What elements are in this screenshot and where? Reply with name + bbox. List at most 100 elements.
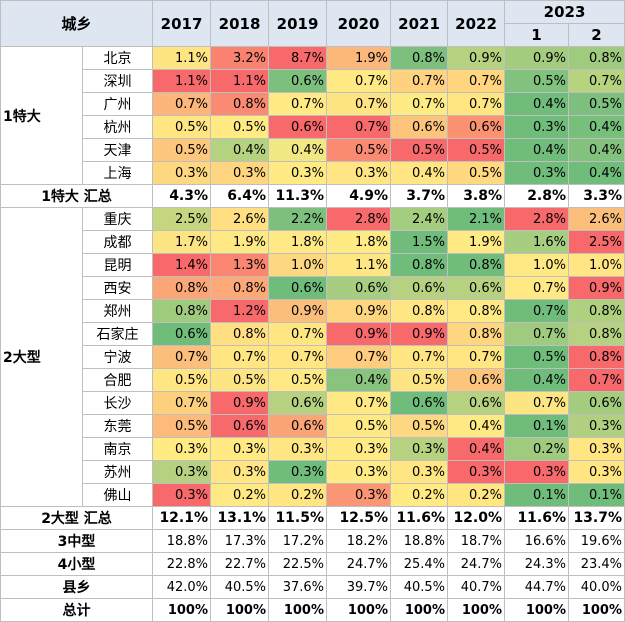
header-year: 2021 bbox=[390, 0, 449, 47]
table-row: 佛山 0.3% 0.2% 0.2% 0.3% 0.2% 0.2% 0.1% 0.1% bbox=[1, 483, 625, 507]
total-label: 总计 bbox=[0, 598, 154, 622]
tier-value: 42.0% bbox=[152, 575, 212, 599]
table-row: 长沙 0.7% 0.9% 0.6% 0.7% 0.6% 0.6% 0.7% 0.6% bbox=[1, 391, 625, 415]
tier-value: 18.7% bbox=[447, 529, 506, 553]
share-value: 0.7% bbox=[210, 345, 270, 369]
share-value: 0.6% bbox=[447, 368, 506, 392]
subtotal-value: 11.5% bbox=[268, 506, 328, 530]
share-value: 0.5% bbox=[210, 368, 270, 392]
share-value: 0.8% bbox=[210, 276, 270, 300]
share-value: 0.9% bbox=[504, 46, 570, 70]
share-value: 2.6% bbox=[210, 207, 270, 231]
table-row: 东莞 0.5% 0.6% 0.6% 0.5% 0.5% 0.4% 0.1% 0.3% bbox=[1, 414, 625, 438]
share-value: 0.2% bbox=[504, 437, 570, 461]
share-value: 0.3% bbox=[268, 437, 328, 461]
table-row: 宁波 0.7% 0.7% 0.7% 0.7% 0.7% 0.7% 0.5% 0.8% bbox=[1, 345, 625, 369]
header-year: 2019 bbox=[268, 0, 328, 47]
tier-value: 18.2% bbox=[326, 529, 392, 553]
share-value: 0.6% bbox=[152, 322, 212, 346]
tier-value: 23.4% bbox=[568, 552, 625, 576]
share-value: 0.4% bbox=[504, 92, 570, 116]
subtotal-row: 2大型 汇总 12.1% 13.1% 11.5% 12.5% 11.6% 12.0% 11.6… bbox=[0, 506, 625, 530]
city-name: 合肥 bbox=[81, 368, 154, 392]
header-month: 1 bbox=[504, 23, 570, 47]
city-name: 重庆 bbox=[81, 207, 154, 231]
share-value: 1.0% bbox=[268, 253, 328, 277]
city-name: 深圳 bbox=[81, 69, 154, 93]
subtotal-value: 11.3% bbox=[268, 184, 328, 208]
tier-value: 18.8% bbox=[152, 529, 212, 553]
city-name: 郑州 bbox=[81, 299, 154, 323]
city-name: 西安 bbox=[81, 276, 154, 300]
table-row: 苏州 0.3% 0.3% 0.3% 0.3% 0.3% 0.3% 0.3% 0.3% bbox=[1, 460, 625, 484]
share-value: 0.6% bbox=[268, 414, 328, 438]
share-value: 0.3% bbox=[326, 483, 392, 507]
share-value: 2.8% bbox=[504, 207, 570, 231]
table-row: 2大型 重庆 2.5% 2.6% 2.2% 2.8% 2.4% 2.1% 2.8% 2.6% bbox=[0, 207, 625, 507]
share-value: 0.6% bbox=[390, 115, 449, 139]
table-row: 石家庄 0.6% 0.8% 0.7% 0.9% 0.9% 0.8% 0.7% 0.8% bbox=[1, 322, 625, 346]
header-year: 2020 bbox=[326, 0, 392, 47]
share-value: 1.2% bbox=[210, 299, 270, 323]
city-name: 宁波 bbox=[81, 345, 154, 369]
share-value: 0.9% bbox=[326, 322, 392, 346]
tier-value: 18.8% bbox=[390, 529, 449, 553]
tier-value: 40.0% bbox=[568, 575, 625, 599]
share-value: 0.7% bbox=[152, 345, 212, 369]
share-value: 0.5% bbox=[447, 138, 506, 162]
share-value: 1.9% bbox=[210, 230, 270, 254]
tier-label: 县乡 bbox=[0, 575, 154, 599]
tier-value: 16.6% bbox=[504, 529, 570, 553]
share-value: 1.9% bbox=[447, 230, 506, 254]
tier-value: 44.7% bbox=[504, 575, 570, 599]
share-value: 1.6% bbox=[504, 230, 570, 254]
total-value: 100% bbox=[447, 598, 506, 622]
share-value: 0.8% bbox=[447, 253, 506, 277]
tier-value: 24.3% bbox=[504, 552, 570, 576]
share-value: 2.4% bbox=[390, 207, 449, 231]
share-value: 0.4% bbox=[504, 368, 570, 392]
share-value: 0.9% bbox=[568, 276, 625, 300]
share-value: 0.7% bbox=[326, 92, 392, 116]
share-value: 0.5% bbox=[152, 138, 212, 162]
total-value: 100% bbox=[326, 598, 392, 622]
share-value: 0.4% bbox=[504, 138, 570, 162]
share-value: 3.2% bbox=[210, 46, 270, 70]
share-value: 0.3% bbox=[326, 460, 392, 484]
header-year: 2018 bbox=[210, 0, 270, 47]
share-value: 0.6% bbox=[390, 276, 449, 300]
share-value: 0.6% bbox=[447, 276, 506, 300]
share-value: 0.6% bbox=[447, 115, 506, 139]
share-value: 0.5% bbox=[326, 138, 392, 162]
subtotal-value: 13.1% bbox=[210, 506, 270, 530]
share-value: 0.8% bbox=[390, 46, 449, 70]
table-row: 深圳 1.1% 1.1% 0.6% 0.7% 0.7% 0.7% 0.5% 0.7% bbox=[1, 69, 625, 93]
share-value: 1.1% bbox=[152, 46, 212, 70]
share-value: 0.5% bbox=[152, 368, 212, 392]
share-value: 1.1% bbox=[326, 253, 392, 277]
table-row: 合肥 0.5% 0.5% 0.5% 0.4% 0.5% 0.6% 0.4% 0.7% bbox=[1, 368, 625, 392]
share-value: 0.3% bbox=[152, 161, 212, 185]
tier-value: 39.7% bbox=[326, 575, 392, 599]
share-value: 0.7% bbox=[568, 368, 625, 392]
share-value: 0.5% bbox=[152, 414, 212, 438]
header-year-2023: 2023 bbox=[504, 0, 625, 24]
share-value: 1.7% bbox=[152, 230, 212, 254]
share-value: 0.3% bbox=[210, 161, 270, 185]
share-value: 0.5% bbox=[390, 368, 449, 392]
share-value: 0.2% bbox=[210, 483, 270, 507]
share-value: 0.6% bbox=[268, 391, 328, 415]
subtotal-value: 12.5% bbox=[326, 506, 392, 530]
share-value: 0.3% bbox=[326, 161, 392, 185]
share-value: 0.1% bbox=[504, 483, 570, 507]
share-value: 0.3% bbox=[504, 460, 570, 484]
share-value: 0.8% bbox=[210, 92, 270, 116]
city-name: 苏州 bbox=[81, 460, 154, 484]
share-value: 0.3% bbox=[390, 460, 449, 484]
city-name: 成都 bbox=[81, 230, 154, 254]
share-value: 0.6% bbox=[268, 115, 328, 139]
share-value: 0.6% bbox=[326, 276, 392, 300]
tier-value: 40.5% bbox=[210, 575, 270, 599]
share-value: 0.4% bbox=[326, 368, 392, 392]
